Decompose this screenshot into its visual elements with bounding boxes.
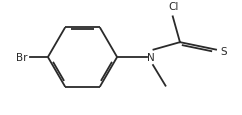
Text: Cl: Cl — [169, 2, 179, 12]
Text: Br: Br — [16, 53, 28, 62]
Text: N: N — [147, 53, 155, 62]
Text: S: S — [220, 47, 227, 57]
